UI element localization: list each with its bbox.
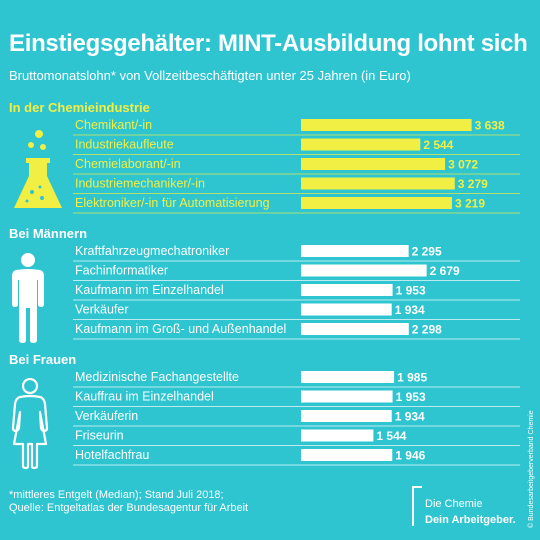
value-label: 3 279: [458, 177, 488, 191]
category-label: Elektroniker/-in für Automatisierung: [75, 196, 270, 210]
bar: [301, 390, 393, 403]
category-label: Friseurin: [75, 429, 124, 443]
bar: [301, 264, 427, 277]
value-label: 2 544: [423, 138, 453, 152]
value-label: 3 219: [455, 197, 485, 211]
category-label: Industriemechaniker/-in: [75, 177, 205, 191]
bar: [301, 138, 421, 151]
value-label: 2 298: [412, 323, 442, 337]
category-label: Fachinformatiker: [75, 264, 168, 278]
category-label: Chemielaborant/-in: [75, 157, 181, 171]
bar: [301, 158, 446, 170]
bar: [301, 449, 393, 461]
category-label: Kraftfahrzeugmechatroniker: [75, 244, 229, 258]
category-label: Industriekaufleute: [75, 138, 174, 152]
category-label: Kauffrau im Einzelhandel: [75, 390, 214, 404]
category-label: Hotelfachfrau: [75, 448, 149, 462]
category-label: Verkäuferin: [75, 409, 138, 423]
bar: [301, 410, 392, 422]
value-label: 3 638: [475, 119, 505, 133]
bar: [301, 177, 455, 190]
logo-bracket: [412, 486, 422, 526]
value-label: 2 295: [412, 245, 442, 259]
bar: [301, 429, 374, 442]
bar: [301, 119, 472, 131]
value-label: 1 544: [376, 429, 406, 443]
footnote-line-2: Quelle: Entgeltatlas der Bundesagentur f…: [9, 502, 249, 514]
value-label: 1 934: [395, 303, 425, 317]
section-label-frauen: Bei Frauen: [9, 352, 77, 367]
logo-line-2: Dein Arbeitgeber.: [425, 514, 516, 526]
bar: [301, 303, 392, 316]
logo: Die Chemie Dein Arbeitgeber.: [425, 496, 516, 528]
flask-icon: [14, 130, 62, 208]
section-label-chemie: In der Chemieindustrie: [9, 100, 150, 115]
category-label: Medizinische Fachangestellte: [75, 370, 239, 384]
value-label: 2 679: [430, 264, 460, 278]
page-subtitle: Bruttomonatslohn* von Vollzeitbeschäftig…: [9, 68, 411, 83]
category-label: Chemikant/-in: [75, 118, 152, 132]
page-title: Einstiegsgehälter: MINT-Ausbildung lohnt…: [9, 30, 528, 57]
bar: [301, 284, 393, 296]
category-label: Kaufmann im Groß- und Außenhandel: [75, 322, 286, 336]
value-label: 1 953: [396, 390, 426, 404]
category-label: Verkäufer: [75, 303, 129, 317]
bar: [301, 323, 409, 335]
man-icon: [12, 253, 44, 343]
woman-icon: [11, 378, 49, 470]
value-label: 1 946: [395, 449, 425, 463]
logo-line-1: Die Chemie: [425, 498, 483, 510]
value-label: 1 934: [395, 410, 425, 424]
bar: [301, 245, 409, 257]
bar: [301, 197, 452, 209]
footnote: *mittleres Entgelt (Median); Stand Juli …: [9, 489, 248, 515]
category-label: Kaufmann im Einzelhandel: [75, 283, 224, 297]
bar: [301, 371, 395, 383]
value-label: 1 985: [397, 371, 427, 385]
section-label-maenner: Bei Männern: [9, 226, 88, 241]
value-label: 3 072: [448, 158, 478, 172]
footnote-line-1: *mittleres Entgelt (Median); Stand Juli …: [9, 489, 224, 501]
value-label: 1 953: [396, 284, 426, 298]
copyright-credit: © Bundesarbeitgeberverband Chemie: [528, 410, 535, 528]
